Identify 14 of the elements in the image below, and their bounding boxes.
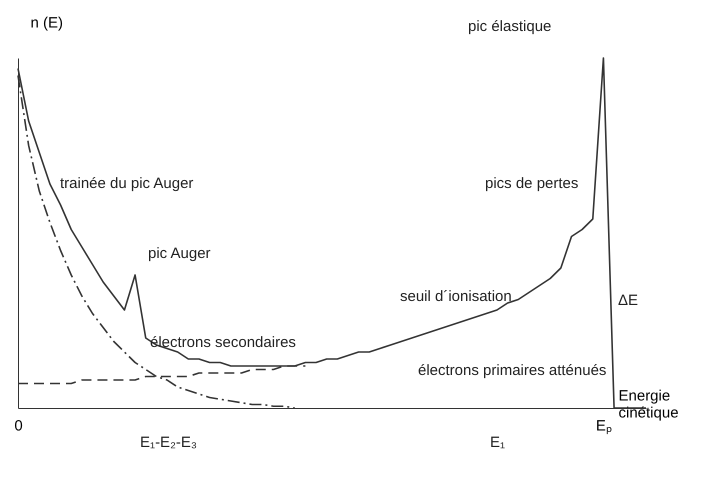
annotation: trainée du pic Auger (60, 175, 194, 192)
annotation: pics de pertes (485, 175, 578, 192)
annotation: ΔE (618, 292, 638, 309)
x-tick-label: Eₚ (596, 418, 612, 434)
annotation: électrons secondaires (150, 334, 296, 351)
text: E₁-E₂-E₃ (140, 434, 197, 451)
annotation: pic Auger (148, 245, 211, 262)
annotation: électrons primaires atténués (418, 362, 606, 379)
annotation: seuil d´ionisation (400, 288, 512, 305)
text: E₁ (490, 434, 506, 451)
x-tick-label: 0 (14, 418, 23, 434)
text: pic élastique (468, 18, 552, 35)
y-axis-title: n (E) (30, 14, 64, 32)
x-axis-title: Energie cinétique (618, 388, 679, 422)
